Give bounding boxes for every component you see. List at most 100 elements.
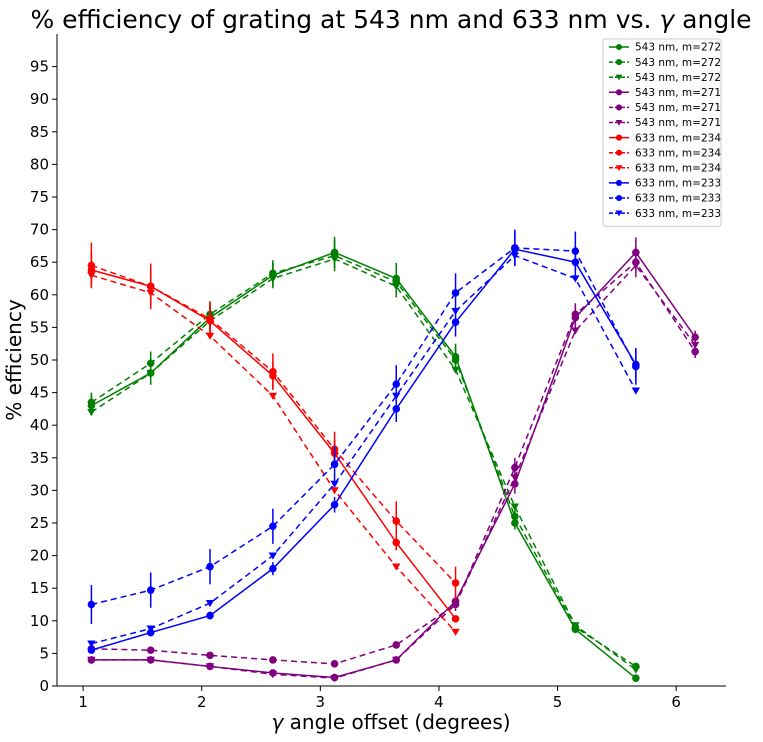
data-point xyxy=(205,600,215,608)
y-tick-label: 40 xyxy=(30,416,49,434)
y-tick-label: 0 xyxy=(39,677,49,695)
y-tick-label: 85 xyxy=(30,123,49,141)
data-point xyxy=(268,552,278,560)
data-point xyxy=(206,611,214,620)
y-axis-label: % efficiency xyxy=(2,299,26,421)
data-point xyxy=(206,562,214,571)
series-8 xyxy=(87,242,460,600)
legend-entry: 543 nm, m=272 xyxy=(609,72,721,84)
data-point xyxy=(451,615,460,623)
x-tick-label: 6 xyxy=(671,693,681,711)
y-tick-label: 10 xyxy=(30,612,49,630)
chart-title-symbol: γ xyxy=(659,5,675,34)
data-point xyxy=(571,622,580,630)
data-point xyxy=(511,244,519,252)
y-tick-label: 95 xyxy=(30,58,49,76)
plot-area xyxy=(87,229,700,683)
y-tick-label: 60 xyxy=(30,286,49,304)
data-point xyxy=(205,663,215,671)
data-point xyxy=(330,660,339,668)
x-tick-label: 1 xyxy=(78,693,88,711)
legend-entry: 543 nm, m=271 xyxy=(609,87,721,99)
data-point xyxy=(146,289,155,297)
chart-title: % efficiency of grating at 543 nm and 63… xyxy=(30,5,751,34)
data-point xyxy=(691,333,699,341)
legend-marker xyxy=(615,165,623,172)
data-point xyxy=(392,380,401,388)
legend-label: 543 nm, m=271 xyxy=(635,87,721,99)
data-point xyxy=(451,579,460,587)
legend-entry: 633 nm, m=234 xyxy=(609,163,721,175)
legend-label: 543 nm, m=272 xyxy=(635,57,721,69)
data-point xyxy=(87,646,96,654)
y-tick-label: 90 xyxy=(30,90,49,108)
data-point xyxy=(269,564,277,573)
legend-marker xyxy=(615,89,623,96)
data-point xyxy=(392,563,401,571)
legend-entry: 543 nm, m=271 xyxy=(609,102,721,114)
y-tick-label: 45 xyxy=(30,384,49,402)
data-point xyxy=(268,671,278,679)
series-line xyxy=(90,258,637,671)
legend-entry: 633 nm, m=233 xyxy=(609,178,721,190)
data-point xyxy=(631,387,641,395)
data-point xyxy=(631,262,641,270)
y-tick-label: 80 xyxy=(30,155,49,173)
x-tick-label: 5 xyxy=(553,693,563,711)
legend-entry: 633 nm, m=234 xyxy=(609,132,721,144)
data-point xyxy=(392,283,401,291)
legend-marker xyxy=(615,149,623,156)
legend-entry: 543 nm, m=272 xyxy=(609,57,721,69)
data-point xyxy=(451,307,460,316)
data-point xyxy=(269,269,277,278)
x-axis-ticks: 1 2 3 4 5 6 xyxy=(78,686,681,711)
y-tick-label: 65 xyxy=(30,253,49,271)
x-tick-label: 2 xyxy=(197,693,207,711)
y-tick-label: 55 xyxy=(30,318,49,336)
data-point xyxy=(87,398,96,407)
y-tick-label: 30 xyxy=(30,481,49,499)
data-point xyxy=(146,282,155,291)
data-point xyxy=(571,327,580,335)
y-tick-label: 75 xyxy=(30,188,49,206)
data-point xyxy=(451,356,460,364)
data-point xyxy=(510,503,520,511)
data-point xyxy=(146,625,155,633)
legend-label: 543 nm, m=271 xyxy=(635,117,721,129)
data-point xyxy=(87,640,96,648)
data-point xyxy=(330,675,339,683)
data-point xyxy=(146,586,155,594)
data-point xyxy=(268,392,278,400)
data-point xyxy=(392,538,401,547)
y-tick-label: 25 xyxy=(30,514,49,532)
data-point xyxy=(146,369,155,378)
legend-label: 633 nm, m=233 xyxy=(635,193,721,205)
data-point xyxy=(392,517,401,525)
legend-marker xyxy=(615,134,623,141)
series-line xyxy=(91,254,637,645)
data-point xyxy=(268,275,278,283)
legend-entry: 543 nm, m=272 xyxy=(609,42,721,54)
series-6 xyxy=(87,262,700,683)
data-point xyxy=(392,392,401,400)
x-axis-label-symbol: γ xyxy=(271,710,284,734)
data-point xyxy=(269,367,277,376)
data-point xyxy=(571,247,580,255)
data-point xyxy=(87,272,96,280)
data-point xyxy=(206,651,214,660)
data-point xyxy=(269,522,277,531)
data-point xyxy=(510,474,520,482)
series-11 xyxy=(87,229,640,625)
data-point xyxy=(451,601,460,609)
legend-marker xyxy=(615,74,623,81)
legend-label: 633 nm, m=233 xyxy=(635,208,721,220)
x-axis-label-text: angle offset (degrees) xyxy=(290,710,511,734)
data-point xyxy=(87,656,96,664)
data-point xyxy=(511,512,519,521)
legend-label: 543 nm, m=271 xyxy=(635,102,721,114)
series-9 xyxy=(87,272,460,636)
legend-label: 543 nm, m=272 xyxy=(635,72,721,84)
data-point xyxy=(330,460,339,469)
data-point xyxy=(392,656,401,664)
